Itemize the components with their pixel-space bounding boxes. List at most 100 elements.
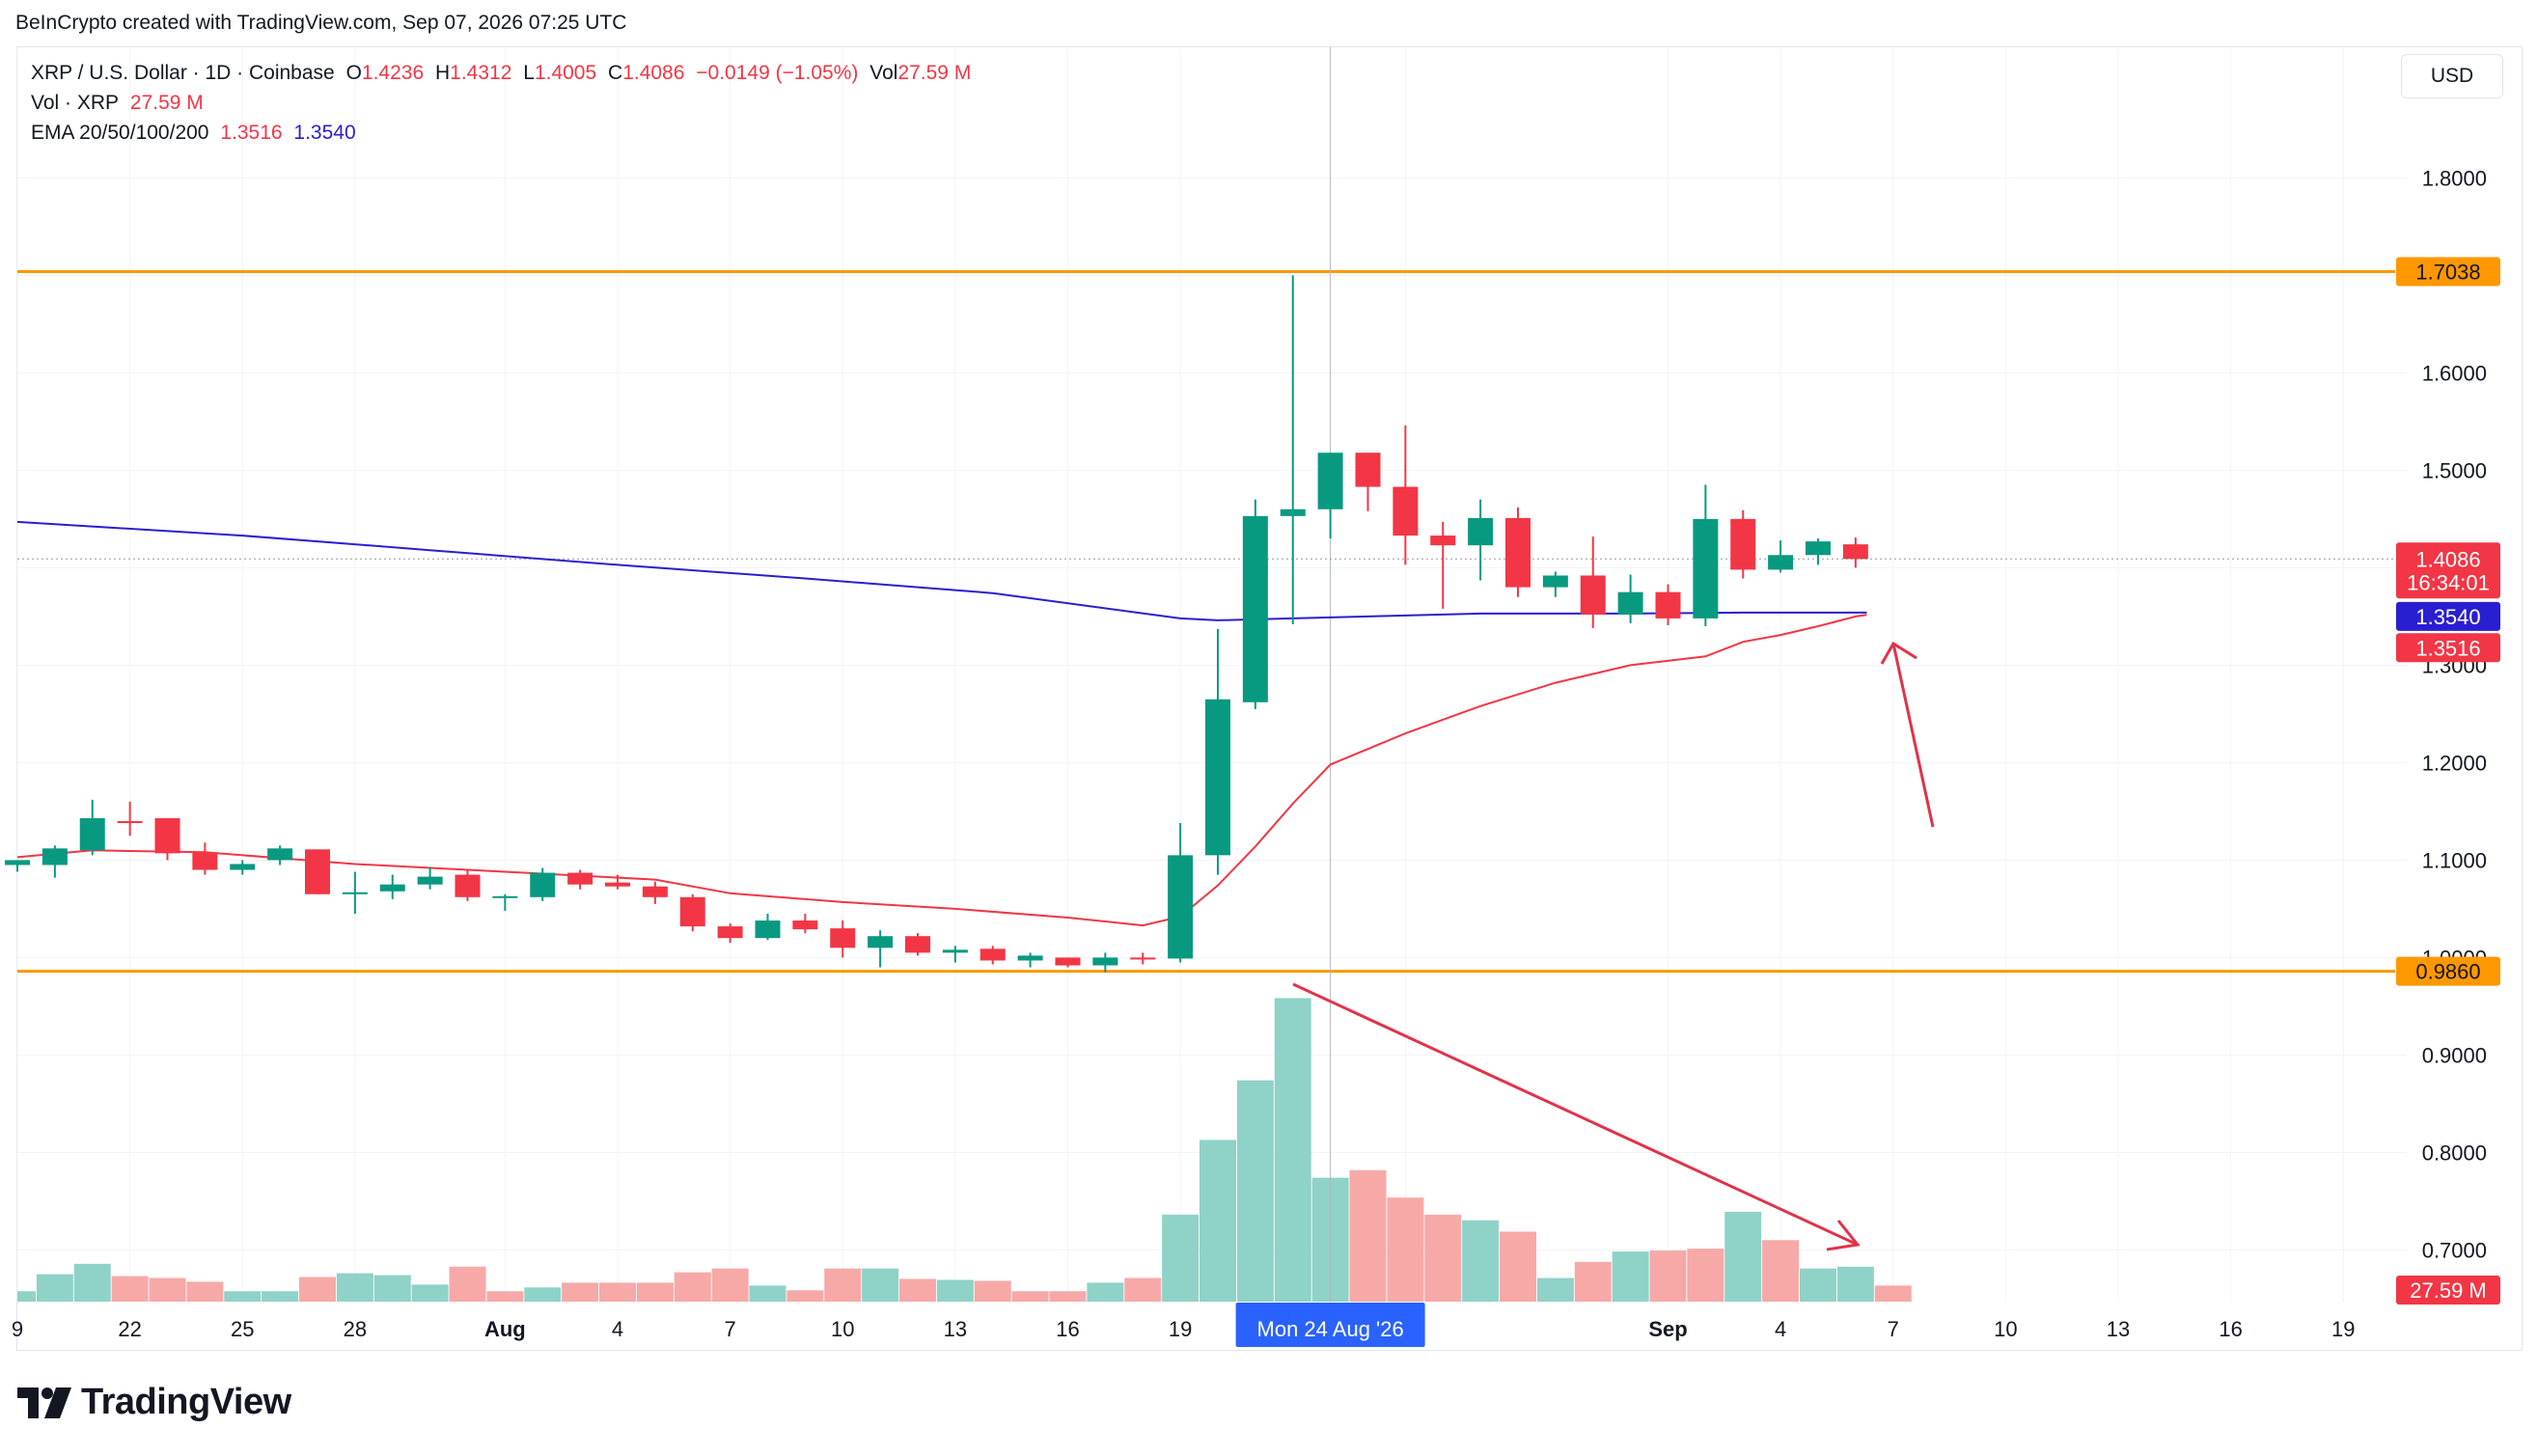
volume-bar: [336, 1273, 373, 1302]
volume-bar: [1424, 1214, 1462, 1302]
time-tick-label: Aug: [484, 1317, 526, 1341]
annotation-arrows: [1292, 641, 1935, 1251]
volume-bar: [1536, 1277, 1574, 1302]
volume-bar: [786, 1290, 824, 1302]
volume-bar: [1612, 1251, 1649, 1302]
price-tick-label: 1.8000: [2422, 166, 2487, 190]
arrow-down-head: [1826, 1220, 1861, 1251]
legend-ema-row[interactable]: EMA 20/50/100/200 1.3516 1.3540: [31, 122, 362, 145]
candle-body: [1468, 517, 1494, 546]
arrow-up-line: [1891, 643, 1935, 828]
candle-body: [1842, 544, 1868, 560]
candle-body: [5, 860, 30, 865]
candle-body: [1768, 555, 1794, 570]
tradingview-logo[interactable]: TradingView: [17, 1382, 291, 1423]
time-axis: 9222528Aug471013161928Sep4710131619Mon 2…: [12, 1303, 2355, 1347]
volume-bar: [1124, 1277, 1162, 1302]
symbol-label[interactable]: XRP / U.S. Dollar · 1D · Coinbase: [31, 62, 335, 84]
candle-body: [679, 896, 705, 927]
candle-body: [455, 874, 481, 897]
volume-bar: [599, 1282, 636, 1302]
price-tag: 1.3516: [2396, 633, 2500, 663]
candle-body: [830, 928, 856, 948]
high-label: H: [435, 62, 451, 84]
close-value: 1.4086: [622, 62, 685, 84]
price-tag-sublabel: 16:34:01: [2407, 570, 2490, 594]
candle-body: [1430, 536, 1456, 546]
time-tick-label: 25: [231, 1317, 254, 1341]
brand-name: TradingView: [81, 1382, 291, 1422]
candle-body: [1317, 453, 1343, 509]
candle-body: [1092, 957, 1118, 966]
volume-bar: [186, 1281, 224, 1302]
candle-body: [868, 936, 894, 948]
price-tag-label: 1.3540: [2415, 605, 2480, 629]
ema20-value: 1.3516: [220, 122, 283, 144]
price-tag: 1.3540: [2396, 601, 2500, 631]
time-tick-label: 16: [2219, 1317, 2242, 1341]
price-tag-label: 1.7038: [2415, 261, 2480, 285]
candle-body: [642, 886, 668, 897]
time-tick-label: 9: [12, 1317, 23, 1341]
volume-bar: [149, 1277, 186, 1302]
price-tag-bg: [2396, 601, 2500, 631]
volume-bar: [224, 1291, 262, 1302]
price-tag-bg: [2396, 956, 2500, 986]
candle-body: [1205, 699, 1230, 856]
volume-bar: [1500, 1231, 1536, 1302]
volume-bar: [1387, 1197, 1424, 1302]
arrow-down-line: [1292, 982, 1859, 1247]
candle-body: [1017, 955, 1043, 961]
crosshair-date-label: Mon 24 Aug '26: [1257, 1317, 1404, 1341]
volume-bar: [299, 1277, 336, 1302]
volume-bar: [1011, 1291, 1049, 1302]
legend-volume-row[interactable]: Vol · XRP 27.59 M: [31, 92, 209, 115]
candle-body: [1130, 957, 1156, 960]
time-tick-label: 19: [2331, 1317, 2355, 1341]
change-value: −0.0149 (−1.05%): [696, 62, 859, 84]
candle-body: [1806, 541, 1831, 556]
time-tick-label: 7: [1888, 1317, 1899, 1341]
candle-body: [605, 882, 630, 887]
time-tick-label: 4: [612, 1317, 623, 1341]
candle-body: [1580, 575, 1606, 615]
volume-bar: [749, 1285, 786, 1302]
candle-body: [154, 817, 180, 854]
volume-bar: [411, 1284, 449, 1302]
time-tick-label: 22: [118, 1317, 141, 1341]
candle-body: [567, 872, 593, 885]
close-label: C: [608, 62, 623, 84]
volume-bar: [449, 1266, 486, 1302]
volume-indicator-value: 27.59 M: [129, 92, 204, 114]
candlesticks: [5, 275, 1868, 973]
price-tick-label: 0.8000: [2422, 1140, 2487, 1165]
price-tag-label: 27.59 M: [2410, 1278, 2487, 1303]
volume-bar: [1274, 998, 1311, 1302]
candle-body: [305, 849, 330, 894]
volume-bar: [1049, 1291, 1087, 1302]
volume-bar: [1162, 1214, 1200, 1302]
candle-body: [1730, 518, 1756, 570]
currency-selector[interactable]: USD: [2401, 54, 2503, 98]
candle-body: [192, 852, 218, 870]
candle-body: [1242, 515, 1268, 702]
time-tick-label: 13: [944, 1317, 967, 1341]
candle-body: [905, 936, 930, 953]
candle-body: [1280, 508, 1306, 516]
price-tick-label: 1.5000: [2422, 458, 2487, 482]
candle-body: [117, 821, 143, 824]
high-value: 1.4312: [450, 62, 512, 84]
price-tag-bg: [2396, 1276, 2500, 1305]
volume-bar: [111, 1276, 149, 1302]
price-tick-label: 0.7000: [2422, 1238, 2487, 1262]
time-tick-label: 19: [1169, 1317, 1192, 1341]
volume-bar: [1724, 1211, 1762, 1302]
volume-bar: [936, 1279, 974, 1302]
crosshair-date-tag: Mon 24 Aug '26: [1235, 1303, 1425, 1347]
low-label: L: [523, 62, 535, 84]
candle-body: [942, 949, 968, 953]
time-grid: [16, 47, 2344, 1302]
